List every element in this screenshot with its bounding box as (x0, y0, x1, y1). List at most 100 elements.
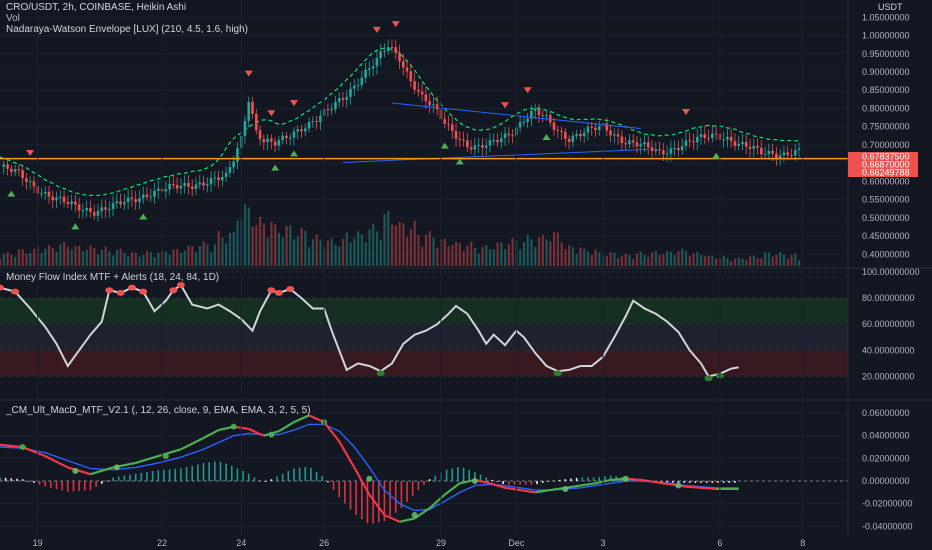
volume-bar (44, 248, 47, 266)
price-axis[interactable]: 1.05000000 1.00000000 0.95000000 0.90000000… (847, 0, 920, 536)
macd-histogram-bar (451, 468, 454, 482)
candle-body (156, 188, 160, 191)
candle-body (315, 121, 318, 123)
macd-cross-dot (675, 482, 682, 489)
candle-body (13, 169, 17, 172)
candle-body (692, 141, 695, 143)
price-label-text: 0.66870000 (862, 160, 910, 170)
volume-bar (428, 231, 431, 266)
candle-body (620, 136, 624, 144)
macd-line-segment (22, 446, 46, 458)
candle-body (281, 135, 284, 141)
candle-body (194, 184, 198, 189)
macd-histogram-bar (406, 481, 408, 502)
macd-histogram-bar (434, 475, 437, 482)
volume-bar (119, 248, 122, 266)
volume-bar (421, 246, 424, 266)
time-tick-label: 29 (436, 538, 446, 548)
candle-body (190, 186, 194, 189)
time-axis[interactable]: 19 22 24 26 29 Dec 3 6 8 (33, 0, 806, 548)
macd-histogram-bar (666, 481, 668, 483)
envelope-indicator-title[interactable]: Nadaraya-Watson Envelope [LUX] (210, 4.5… (6, 24, 248, 35)
macd-histogram-bar (225, 463, 227, 482)
volume-bar (81, 251, 85, 266)
macd-histogram-bar (247, 473, 250, 482)
macd-histogram-bar (553, 480, 555, 482)
candle-body (401, 61, 405, 68)
macd-histogram-bar (236, 468, 239, 482)
volume-bar (598, 252, 601, 266)
signal-line (0, 423, 739, 512)
volume-bar (741, 258, 744, 266)
macd-cross-dot (72, 467, 79, 474)
volume-bar (417, 235, 420, 266)
volume-bar (176, 248, 179, 266)
candle-body (221, 176, 224, 181)
neutral-band (0, 324, 848, 351)
mfi-title[interactable]: Money Flow Index MTF + Alerts (18, 24, 8… (6, 272, 220, 283)
candle-body (32, 181, 36, 187)
macd-histogram-bar (129, 474, 131, 482)
macd-histogram-bar (536, 481, 538, 485)
sell-signal-marker (681, 108, 690, 115)
vol-label[interactable]: Vol (6, 13, 20, 24)
volume-bar (666, 250, 669, 266)
candle-body (213, 177, 217, 179)
volume-bar (353, 238, 356, 266)
volume-bar (673, 255, 676, 266)
candle-body (741, 142, 744, 144)
volume-bar (364, 242, 367, 266)
macd-histogram-bar (705, 481, 708, 483)
volume-bar (643, 254, 646, 266)
candle-body (473, 145, 477, 150)
macd-histogram-bar (581, 477, 584, 482)
candle-body (149, 196, 153, 198)
macd-histogram-bar (0, 477, 1, 482)
macd-histogram-bar (688, 481, 691, 483)
volume-bar (651, 252, 654, 266)
volume-bar (451, 245, 454, 266)
candle-body (168, 183, 171, 190)
macd-histogram-bar (327, 481, 329, 483)
candle-body (100, 207, 104, 211)
candle-body (703, 134, 707, 138)
candle-body (47, 191, 51, 197)
macd-histogram-bar (112, 477, 114, 482)
mfi-oversold-dot (376, 370, 385, 377)
candle-body (752, 145, 756, 149)
macd-line-segment (504, 486, 521, 492)
sell-signal-marker (372, 26, 381, 33)
buy-signal-marker (712, 152, 721, 159)
volume-bar (228, 232, 232, 266)
candle-body (507, 133, 511, 136)
candle-body (96, 210, 100, 216)
volume-bar (115, 249, 119, 266)
macd-histogram-bar (219, 461, 222, 482)
candle-body (695, 136, 699, 143)
macd-cross-dot (622, 475, 629, 482)
macd-histogram-bar (671, 481, 674, 483)
volume-bar (357, 231, 360, 266)
buy-signal-marker (71, 223, 80, 230)
candle-body (277, 140, 281, 146)
candle-body (356, 85, 360, 87)
candle-body (379, 51, 382, 59)
candle-body (628, 140, 631, 145)
candle-body (782, 152, 786, 156)
candle-body (722, 139, 725, 141)
symbol-title[interactable]: CRO/USDT, 2h, COINBASE, Heikin Ashi (6, 2, 187, 13)
candle-body (616, 134, 620, 137)
volume-bar (715, 258, 718, 266)
macd-histogram-bar (21, 479, 24, 482)
macd-line-segment (519, 489, 536, 494)
price-panel (0, 16, 932, 269)
volume-bar (183, 250, 186, 266)
candle-body (443, 119, 447, 124)
volume-bar (0, 258, 2, 266)
volume-bar (677, 251, 680, 266)
candle-body (386, 47, 390, 51)
volume-bar (104, 246, 107, 266)
macd-histogram-bar (445, 469, 448, 482)
volume-bar (74, 245, 77, 266)
macd-title[interactable]: _CM_Ult_MacD_MTF_V2.1 (, 12, 26, close, … (6, 405, 311, 416)
